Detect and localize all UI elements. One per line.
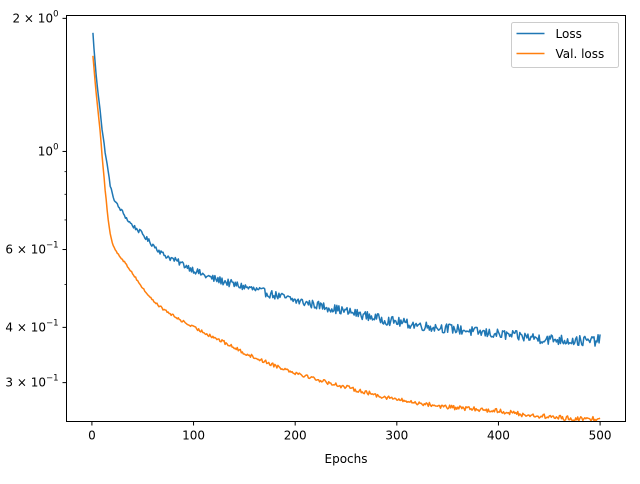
legend-label: Loss bbox=[556, 27, 582, 41]
y-tick-label-base: 4 × 10 bbox=[5, 320, 46, 334]
series-layer bbox=[92, 32, 601, 422]
plot-area-frame bbox=[66, 15, 626, 422]
legend-label: Val. loss bbox=[556, 47, 605, 61]
y-tick-label: 100 bbox=[38, 142, 59, 158]
x-tick-label: 0 bbox=[88, 429, 96, 443]
y-tick-label: 4 × 10−1 bbox=[5, 318, 58, 334]
y-tick-label-exponent: −1 bbox=[46, 374, 59, 384]
y-tick-label: 3 × 10−1 bbox=[5, 374, 58, 390]
x-tick-label: 300 bbox=[385, 429, 408, 443]
series-line-loss bbox=[92, 32, 601, 347]
series-line-val-loss bbox=[92, 55, 601, 422]
y-tick-label-exponent: −1 bbox=[46, 241, 59, 251]
y-tick-label-base: 2 × 10 bbox=[12, 11, 53, 25]
y-tick-label: 6 × 10−1 bbox=[5, 241, 58, 257]
y-tick-label-exponent: 0 bbox=[53, 142, 58, 152]
y-tick-label: 2 × 100 bbox=[12, 9, 58, 25]
y-tick-label-exponent: −1 bbox=[46, 318, 59, 328]
x-axis: 0 100 200 300 400 500 bbox=[88, 421, 612, 443]
x-tick-label: 100 bbox=[182, 429, 205, 443]
x-tick-label: 400 bbox=[487, 429, 510, 443]
x-axis-label: Epochs bbox=[325, 452, 368, 466]
y-tick-label-base: 3 × 10 bbox=[5, 376, 46, 390]
y-tick-label-base: 10 bbox=[38, 144, 53, 158]
x-tick-label: 200 bbox=[284, 429, 307, 443]
x-tick-label: 500 bbox=[589, 429, 612, 443]
y-tick-label-base: 6 × 10 bbox=[5, 243, 46, 257]
legend: Loss Val. loss bbox=[511, 22, 619, 68]
y-tick-label-exponent: 0 bbox=[53, 9, 58, 19]
